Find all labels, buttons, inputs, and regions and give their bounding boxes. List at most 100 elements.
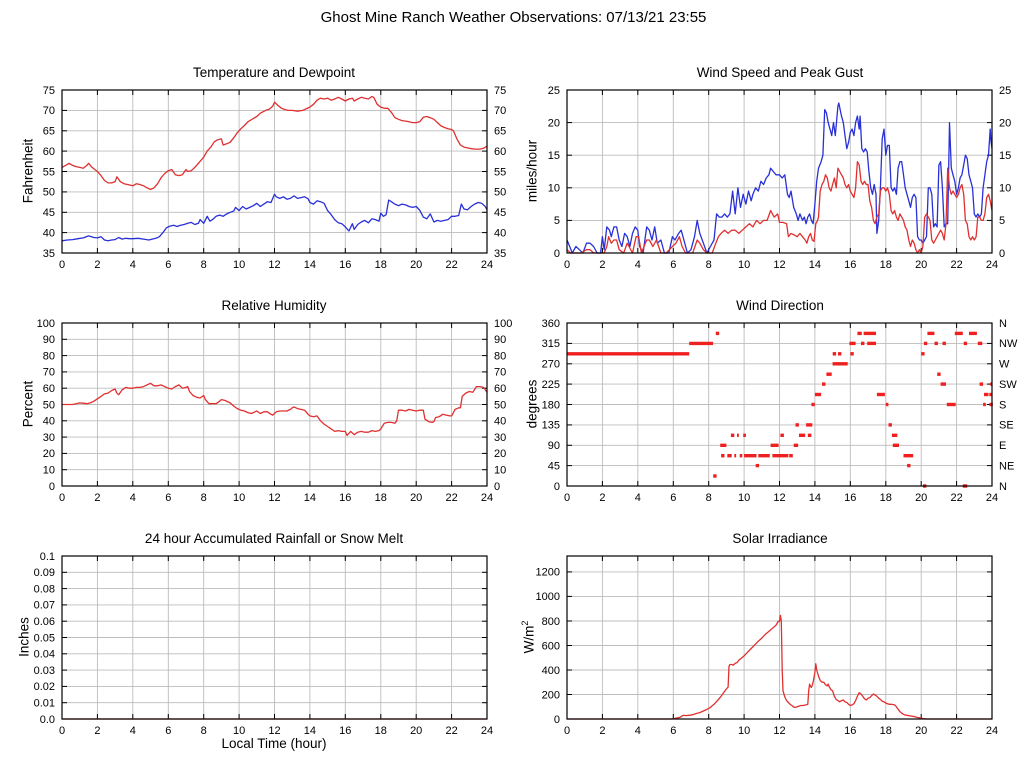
- x-tick-label: 20: [410, 725, 422, 737]
- x-tick-label: 2: [94, 492, 100, 504]
- x-tick-label: 2: [599, 259, 605, 271]
- y-tick-label: 0: [554, 248, 560, 260]
- y-tick-label: 35: [43, 248, 55, 260]
- x-tick-label: 20: [915, 725, 927, 737]
- x-tick-label: 16: [844, 492, 856, 504]
- wind-direction-point: [755, 463, 760, 468]
- x-tick-label: 2: [599, 492, 605, 504]
- y-tick-label: 400: [542, 665, 560, 677]
- wind-direction-point: [832, 352, 837, 356]
- y-tick-label-right: 5: [999, 215, 1005, 227]
- x-tick-label: 18: [375, 725, 387, 737]
- y-tick-label-right: 0: [999, 248, 1005, 260]
- wind-direction-point: [888, 423, 892, 427]
- y-tick-label: 90: [43, 334, 55, 346]
- y-tick-label-right: 20: [494, 448, 506, 460]
- x-tick-label: 0: [59, 725, 65, 737]
- y-tick-label-right: 75: [494, 85, 506, 97]
- x-tick-label: 20: [915, 259, 927, 271]
- x-tick-label: 24: [481, 259, 493, 271]
- x-tick-label: 24: [481, 725, 493, 737]
- y-tick-label: 200: [542, 689, 560, 701]
- y-tick-label: 10: [43, 465, 55, 477]
- wind-direction-point: [713, 474, 717, 478]
- plot-border: [61, 322, 488, 487]
- y-tick-label: 60: [43, 383, 55, 395]
- x-tick-label: 0: [59, 259, 65, 271]
- x-tick-label: 14: [304, 259, 316, 271]
- wind-direction-point: [861, 341, 865, 346]
- x-tick-label: 18: [375, 259, 387, 271]
- y-tick-label: 70: [43, 367, 55, 379]
- y-tick-label: 600: [542, 640, 560, 652]
- wind-direction-point: [850, 352, 854, 356]
- x-tick-label: 22: [950, 259, 962, 271]
- y-tick-label-right: W: [999, 359, 1010, 371]
- y-tick-label: 30: [43, 432, 55, 444]
- x-tick-label: 22: [445, 725, 457, 737]
- y-tick-label: 0.08: [34, 583, 55, 595]
- x-tick-label: 18: [880, 259, 892, 271]
- y-tick-label: 0.1: [40, 551, 55, 563]
- y-tick-label: 0: [49, 481, 55, 493]
- x-tick-label: 18: [880, 492, 892, 504]
- y-tick-label: 45: [548, 460, 560, 472]
- y-tick-label: 1200: [536, 567, 560, 579]
- chart-title-relative-humidity: Relative Humidity: [221, 298, 327, 313]
- plot-wind-direction: 0 2 4 6 8 10 12 14 16 18 20 22 240459013518022527031…: [542, 318, 1018, 504]
- wind-direction-point: [795, 423, 799, 427]
- plot-border: [566, 322, 993, 487]
- y-tick-label-right: 90: [494, 334, 506, 346]
- wind-direction-point: [923, 341, 928, 346]
- x-tick-label: 6: [670, 725, 676, 737]
- y-tick-label: 25: [548, 85, 560, 97]
- x-tick-label: 12: [268, 259, 280, 271]
- chart-title-temperature-dewpoint: Temperature and Dewpoint: [192, 65, 356, 80]
- plot-temperature-dewpoint: 0 2 4 6 8 10 12 14 16 18 20 22 243540455055606570753…: [43, 85, 507, 271]
- x-tick-label: 16: [844, 725, 856, 737]
- x-tick-label: 4: [130, 492, 136, 504]
- y-tick-label-right: 65: [494, 126, 506, 138]
- x-tick-label: 14: [809, 725, 821, 737]
- y-tick-label-right: 50: [494, 187, 506, 199]
- y-tick-label: 0.09: [34, 567, 55, 579]
- y-tick-label: 75: [43, 85, 55, 97]
- x-tick-label: 22: [950, 725, 962, 737]
- plot-border: [566, 89, 993, 254]
- x-tick-label: 4: [130, 259, 136, 271]
- wind-direction-point: [963, 341, 968, 346]
- y-tick-label-right: 60: [494, 146, 506, 158]
- chart-title-wind-direction: Wind Direction: [736, 298, 824, 313]
- y-tick-label-right: 70: [494, 105, 506, 117]
- x-tick-label: 24: [481, 492, 493, 504]
- y-tick-label: 0.04: [34, 649, 55, 661]
- y-tick-label-right: 25: [999, 85, 1011, 97]
- y-tick-label: 70: [43, 105, 55, 117]
- x-tick-label: 10: [233, 725, 245, 737]
- y-tick-label: 315: [542, 338, 560, 350]
- y-tick-label: 60: [43, 146, 55, 158]
- y-tick-label-right: E: [999, 440, 1006, 452]
- y-tick-label: 0.0: [40, 714, 55, 726]
- x-tick-label: 14: [304, 725, 316, 737]
- x-tick-label: 10: [738, 259, 750, 271]
- x-tick-label: 8: [201, 259, 207, 271]
- series-wind-speed: [566, 161, 993, 254]
- x-tick-label: 24: [986, 492, 998, 504]
- y-tick-label: 0.03: [34, 665, 55, 677]
- y-tick-label: 55: [43, 166, 55, 178]
- y-tick-label-right: 35: [494, 248, 506, 260]
- wind-direction-point: [838, 352, 842, 356]
- y-tick-label-right: 40: [494, 416, 506, 428]
- x-tick-label: 8: [706, 492, 712, 504]
- y-tick-label-right: NW: [999, 338, 1018, 350]
- y-tick-label-right: 100: [494, 318, 512, 330]
- wind-direction-point: [921, 352, 925, 356]
- y-tick-label: 0.01: [34, 698, 55, 710]
- y-tick-label: 0: [554, 481, 560, 493]
- y-tick-label-right: 60: [494, 383, 506, 395]
- plot-wind-speed-gust: 0 2 4 6 8 10 12 14 16 18 20 22 240510152025051015202…: [548, 85, 1012, 271]
- x-tick-label: 8: [201, 725, 207, 737]
- wind-direction-point: [715, 331, 720, 336]
